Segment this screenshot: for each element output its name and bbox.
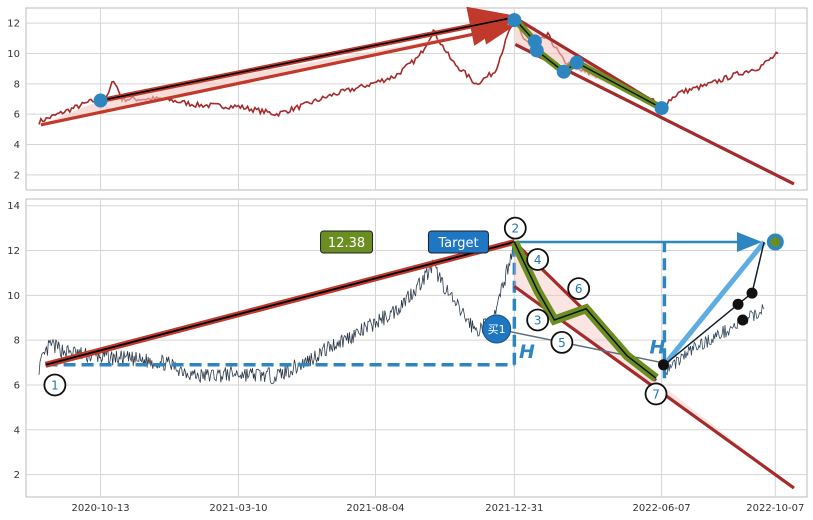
bottom-wave-point [526, 248, 550, 271]
bottom-wave-point-label: 7 [652, 387, 660, 401]
bottom-xtick-label: 2021-08-04 [346, 503, 404, 514]
top-ytick-label: 2 [14, 170, 20, 181]
bottom-wave-point-label: 3 [534, 313, 542, 327]
top-pivot-marker [529, 43, 544, 58]
bottom-grid [26, 199, 807, 497]
bottom-y-axis: 2 4 6 8 10 12 14 [7, 201, 20, 481]
bottom-wave-point [43, 373, 67, 397]
bottom-ytick-label: 10 [7, 291, 20, 302]
bottom-projection-band [662, 240, 767, 367]
bottom-wave-point-label: 1 [51, 378, 59, 392]
bottom-ytick-label: 12 [7, 246, 20, 257]
bottom-xtick-label: 2020-10-13 [71, 503, 129, 514]
top-ytick-label: 8 [14, 79, 20, 90]
bottom-wave-point-label: 4 [534, 253, 542, 267]
top-y-axis: 2 4 6 8 10 12 [7, 19, 20, 182]
top-ytick-label: 4 [14, 140, 20, 151]
top-pivot-marker [654, 101, 669, 116]
bottom-wave-point [526, 308, 550, 332]
bottom-wave-point [550, 330, 574, 354]
bottom-value-box [320, 230, 374, 254]
top-trend-line [40, 19, 515, 127]
top-pivot-marker [507, 13, 522, 28]
bottom-target-dot-core [770, 237, 781, 248]
bottom-ytick-label: 4 [14, 425, 20, 436]
bottom-swing-dot [737, 314, 749, 326]
bottom-wave-point-label: 5 [558, 336, 566, 350]
top-pivot-marker [569, 55, 584, 70]
bottom-content: 1 2 3 4 5 6 7 12.38 Target 买1 H H [38, 216, 795, 490]
bottom-ytick-label: 2 [14, 470, 20, 481]
bottom-value-box-label: 12.38 [328, 236, 365, 251]
bottom-swing-dot [732, 298, 744, 310]
top-up-core-line [100, 16, 515, 102]
top-pivot-marker [93, 93, 108, 108]
bottom-wave-point [644, 382, 668, 406]
bottom-wave-point [503, 216, 527, 240]
bottom-wave-point-label: 6 [575, 282, 583, 296]
bottom-target-box [427, 230, 489, 254]
bottom-up-core-line [45, 241, 515, 366]
bottom-swing-dot [746, 287, 758, 299]
top-content [38, 6, 795, 186]
bottom-x-axis: 2020-10-13 2021-03-10 2021-08-04 2021-12-31… [71, 503, 804, 514]
bottom-buy-label: 买1 [488, 323, 506, 336]
bottom-ytick-label: 14 [7, 201, 20, 212]
bottom-target-box-label: Target [437, 236, 478, 251]
bottom-ytick-label: 8 [14, 336, 20, 347]
bottom-zigzag-line [513, 241, 657, 379]
top-pivot-marker [556, 64, 571, 79]
bottom-wave-point [567, 277, 591, 301]
top-panel: 2 4 6 8 10 12 [7, 6, 808, 191]
bottom-xtick-label: 2022-06-07 [633, 503, 691, 514]
bottom-swing-dot [657, 359, 669, 371]
bottom-xtick-label: 2021-03-10 [209, 503, 267, 514]
bottom-h-label: H [649, 337, 665, 359]
bottom-h-label: H [519, 341, 535, 363]
bottom-xtick-label: 2021-12-31 [485, 503, 543, 514]
top-ytick-label: 10 [7, 49, 20, 60]
bottom-wave-point-label: 2 [511, 222, 519, 236]
top-ytick-label: 6 [14, 110, 20, 121]
bottom-xtick-label: 2022-10-07 [746, 503, 804, 514]
bottom-projection-line [663, 241, 765, 366]
bottom-buy-marker [482, 314, 512, 344]
bottom-ytick-label: 6 [14, 380, 20, 391]
top-ytick-label: 12 [7, 19, 20, 30]
